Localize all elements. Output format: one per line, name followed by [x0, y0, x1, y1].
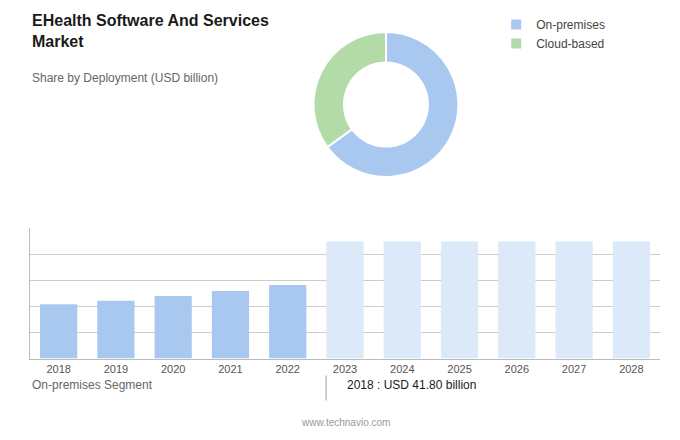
svg-text:2027: 2027	[562, 363, 586, 375]
svg-text:On-premises: On-premises	[536, 18, 605, 32]
svg-text:2021: 2021	[218, 363, 242, 375]
svg-text:www.technavio.com: www.technavio.com	[301, 417, 390, 428]
svg-text:Cloud-based: Cloud-based	[536, 37, 604, 51]
svg-text:2022: 2022	[275, 363, 299, 375]
svg-text:2020: 2020	[161, 363, 185, 375]
svg-text:2023: 2023	[333, 363, 357, 375]
svg-text:Share by Deployment (USD billi: Share by Deployment (USD billion)	[32, 71, 218, 85]
svg-text:On-premises Segment: On-premises Segment	[32, 378, 153, 392]
svg-text:2026: 2026	[505, 363, 529, 375]
svg-text:2018 : USD 41.80 billion: 2018 : USD 41.80 billion	[347, 378, 476, 392]
svg-text:2018: 2018	[46, 363, 70, 375]
svg-text:2025: 2025	[447, 363, 471, 375]
svg-text:2028: 2028	[619, 363, 643, 375]
svg-text:2024: 2024	[390, 363, 414, 375]
svg-text:2019: 2019	[104, 363, 128, 375]
svg-text:EHealth Software And ServicesM: EHealth Software And ServicesMarket	[32, 12, 269, 50]
